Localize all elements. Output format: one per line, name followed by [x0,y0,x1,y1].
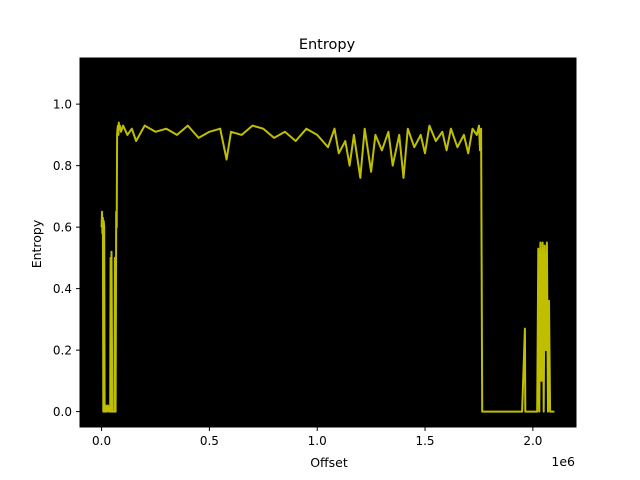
x-tick-label: 0.5 [200,434,219,448]
plot-frame [79,57,577,428]
x-tick-label: 1.5 [415,434,434,448]
x-axis: 0.0 0.5 1.0 1.5 2.0 [92,427,542,448]
y-tick-label: 0.0 [53,405,72,419]
x-tick-label: 1.0 [308,434,327,448]
x-tick-label: 0.0 [92,434,111,448]
plot-content [100,121,555,413]
y-tick-label: 0.2 [53,344,72,358]
x-offset-label: 1e6 [551,454,575,469]
y-tick-label: 1.0 [53,98,72,112]
chart-title: Entropy [299,37,356,53]
series-line-entropy [100,121,555,413]
y-tick-label: 0.8 [53,159,72,173]
x-tick-label: 2.0 [523,434,542,448]
x-axis-label: Offset [310,455,348,470]
y-axis: 0.0 0.2 0.4 0.6 0.8 1.0 [53,98,80,419]
y-tick-label: 0.6 [53,221,72,235]
y-axis-label: Entropy [29,219,44,268]
y-tick-label: 0.4 [53,282,72,296]
plot-area [80,58,576,427]
